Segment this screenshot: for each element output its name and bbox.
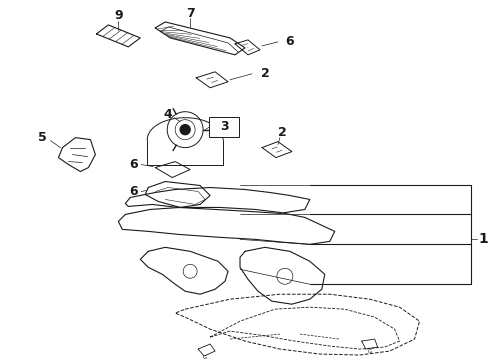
Text: 9: 9 bbox=[114, 9, 122, 22]
Circle shape bbox=[180, 125, 190, 135]
Text: 1: 1 bbox=[479, 232, 488, 246]
Text: 6: 6 bbox=[286, 35, 294, 48]
Text: 6: 6 bbox=[129, 185, 138, 198]
Text: G: G bbox=[368, 348, 372, 354]
Text: 7: 7 bbox=[186, 8, 195, 21]
Text: 2: 2 bbox=[261, 67, 270, 80]
FancyBboxPatch shape bbox=[209, 117, 239, 137]
Text: 3: 3 bbox=[220, 120, 228, 133]
Text: 4: 4 bbox=[164, 108, 172, 121]
Text: 2: 2 bbox=[277, 126, 286, 139]
Text: G: G bbox=[203, 355, 207, 360]
Text: 6: 6 bbox=[129, 158, 138, 171]
Text: 5: 5 bbox=[38, 131, 47, 144]
